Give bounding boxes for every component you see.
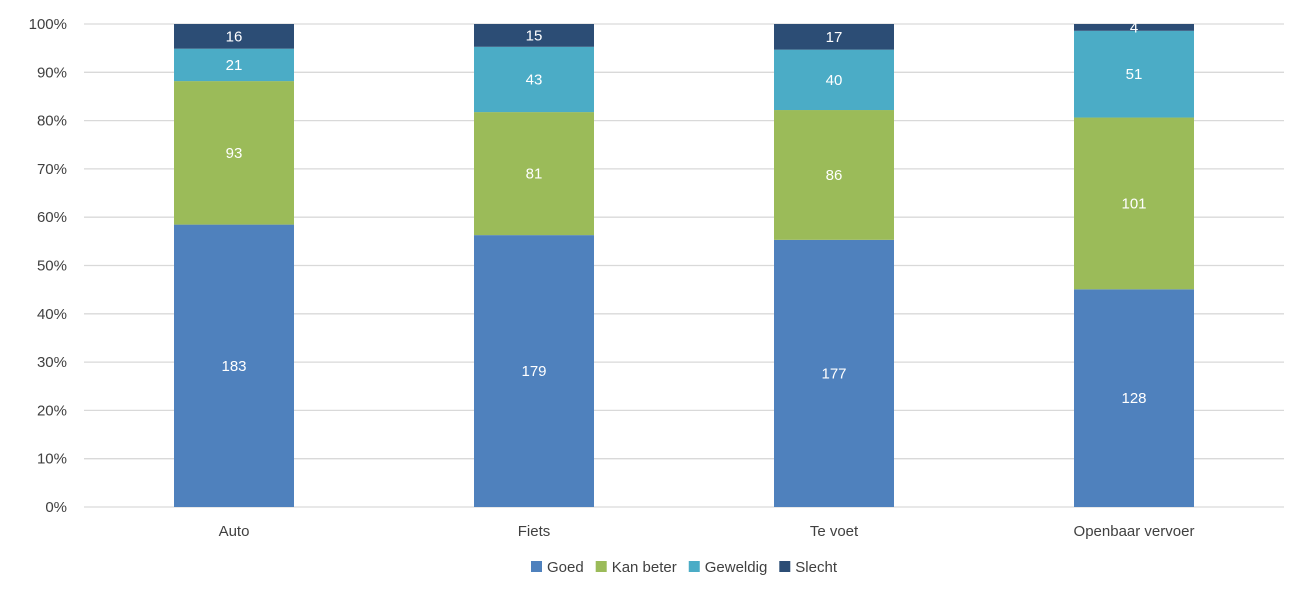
data-label: 17 bbox=[826, 29, 843, 46]
data-label: 4 bbox=[1130, 19, 1138, 36]
legend-swatch bbox=[595, 561, 607, 572]
data-label: 81 bbox=[526, 166, 543, 183]
y-tick-label: 70% bbox=[37, 161, 67, 178]
legend-label: Geweldig bbox=[705, 559, 768, 576]
bar-segment bbox=[1074, 30, 1194, 118]
y-tick-label: 30% bbox=[37, 354, 67, 371]
data-label: 183 bbox=[221, 358, 246, 375]
legend-label: Slecht bbox=[795, 559, 838, 576]
x-category-label: Openbaar vervoer bbox=[1074, 523, 1195, 540]
legend-swatch bbox=[688, 561, 700, 572]
y-tick-label: 80% bbox=[37, 113, 67, 130]
bar-segment bbox=[774, 239, 894, 507]
bar-segment bbox=[474, 24, 594, 47]
bar-segment bbox=[174, 224, 294, 507]
legend-swatch bbox=[779, 561, 791, 572]
y-tick-label: 40% bbox=[37, 306, 67, 323]
bar-segment bbox=[474, 112, 594, 236]
legend-label: Kan beter bbox=[612, 559, 677, 576]
x-category-label: Te voet bbox=[810, 523, 859, 540]
x-category-label: Fiets bbox=[518, 523, 551, 540]
data-label: 93 bbox=[226, 145, 243, 162]
legend-item: Kan beter bbox=[595, 559, 677, 576]
bar-segment bbox=[774, 110, 894, 240]
data-label: 179 bbox=[521, 363, 546, 380]
x-category-label: Auto bbox=[219, 523, 250, 540]
data-label: 177 bbox=[821, 365, 846, 382]
bar-segment bbox=[174, 81, 294, 225]
data-label: 16 bbox=[226, 28, 243, 45]
x-axis-labels: Auto Fiets Te voet Openbaar vervoer bbox=[219, 523, 1195, 540]
legend-item: Slecht bbox=[779, 559, 838, 576]
data-label: 51 bbox=[1126, 66, 1143, 83]
y-tick-label: 60% bbox=[37, 209, 67, 226]
legend-item: Geweldig bbox=[688, 559, 768, 576]
bar-segment bbox=[1074, 24, 1194, 31]
data-label: 21 bbox=[226, 57, 243, 74]
y-tick-label: 100% bbox=[29, 16, 67, 33]
bar-segment bbox=[474, 235, 594, 508]
legend-label: Goed bbox=[547, 559, 584, 576]
bar-segment bbox=[174, 48, 294, 82]
y-tick-label: 0% bbox=[45, 499, 67, 516]
bars: 183 93 21 16 179 81 43 15 177 86 40 17 128 101 51 4 bbox=[174, 19, 1194, 508]
legend-item: Goed bbox=[531, 559, 584, 576]
bar-segment bbox=[474, 46, 594, 113]
y-tick-label: 10% bbox=[37, 451, 67, 468]
data-label: 128 bbox=[1121, 390, 1146, 407]
bar-segment bbox=[1074, 117, 1194, 290]
y-tick-label: 90% bbox=[37, 64, 67, 81]
data-label: 101 bbox=[1121, 195, 1146, 212]
data-label: 43 bbox=[526, 71, 543, 88]
data-label: 40 bbox=[826, 72, 843, 89]
y-tick-label: 20% bbox=[37, 402, 67, 419]
bar-segment bbox=[774, 24, 894, 50]
y-axis-ticks: 0% 10% 20% 30% 40% 50% 60% 70% 80% 90% 100% bbox=[29, 16, 67, 516]
y-tick-label: 50% bbox=[37, 258, 67, 275]
data-label: 86 bbox=[826, 167, 843, 184]
bar-segment bbox=[774, 49, 894, 111]
legend-swatch bbox=[531, 561, 542, 572]
bar-segment bbox=[1074, 289, 1194, 507]
legend: Goed Kan beter Geweldig Slecht bbox=[531, 559, 838, 576]
data-label: 15 bbox=[526, 27, 543, 44]
bar-segment bbox=[174, 24, 294, 49]
